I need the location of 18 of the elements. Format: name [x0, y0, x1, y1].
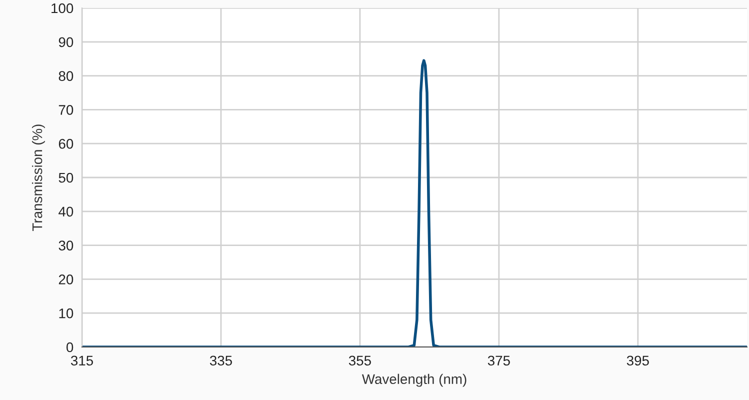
y-tick-label: 20: [58, 274, 74, 284]
y-tick-label: 50: [58, 172, 74, 183]
y-tick-label: 80: [58, 71, 74, 81]
y-tick-label: 90: [58, 37, 74, 48]
y-tick-label: 70: [58, 105, 74, 115]
y-tick-label: 100: [52, 3, 74, 14]
y-axis-title: Transmission (%): [32, 124, 45, 231]
x-tick-label: 335: [210, 356, 232, 366]
y-tick-label: 0: [66, 342, 74, 352]
y-tick-label: 40: [58, 206, 74, 217]
y-tick-label: 10: [59, 308, 74, 318]
x-tick-label: 315: [70, 356, 94, 366]
x-tick-label: 395: [626, 356, 649, 366]
y-tick-label: 60: [58, 138, 74, 149]
x-tick-label: 355: [348, 356, 371, 366]
y-tick-label: 30: [58, 240, 74, 250]
x-tick-label: 375: [488, 356, 510, 366]
x-axis-title: Wavelength (nm): [362, 374, 466, 387]
